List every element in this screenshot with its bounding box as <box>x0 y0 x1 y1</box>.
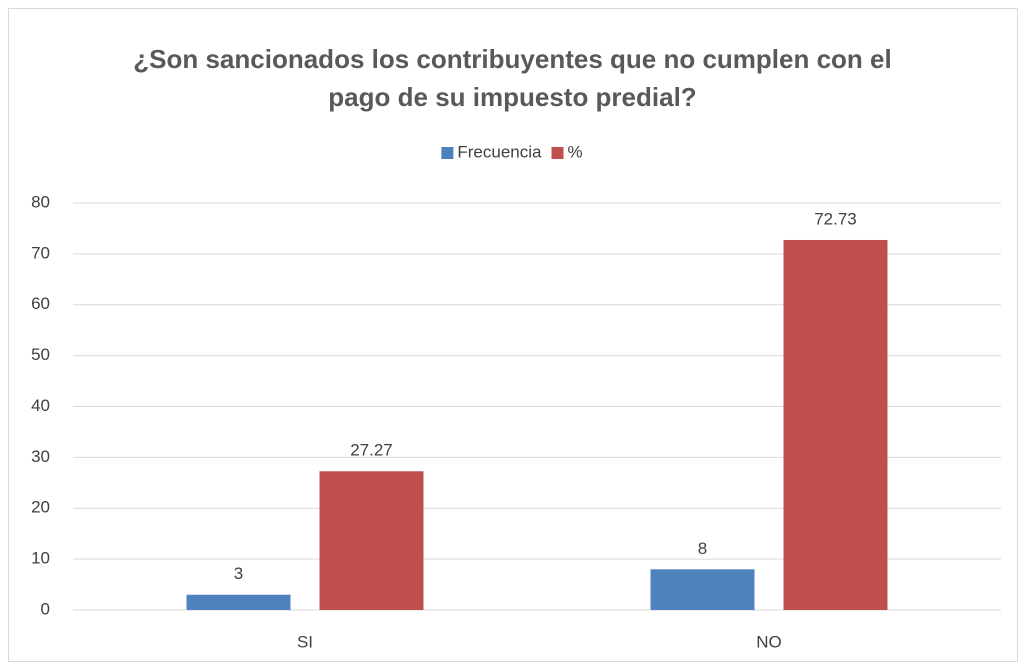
legend-swatch <box>551 147 564 159</box>
y-tick-label: 50 <box>31 345 50 364</box>
legend-label: Frecuencia <box>457 142 542 161</box>
legend-label: % <box>567 142 582 161</box>
y-tick-label: 60 <box>31 294 50 313</box>
y-tick-label: 80 <box>31 192 50 211</box>
data-label: 3 <box>234 564 243 583</box>
data-label: 72.73 <box>814 209 857 228</box>
legend-swatch <box>441 147 454 159</box>
x-tick-label: SI <box>297 632 313 651</box>
bar <box>783 239 888 610</box>
x-tick-label: NO <box>756 632 782 651</box>
y-tick-label: 70 <box>31 243 50 262</box>
chart-title: ¿Son sancionados los contribuyentes que … <box>133 44 892 112</box>
y-tick-label: 40 <box>31 396 50 415</box>
bar <box>319 471 424 610</box>
bar <box>650 569 755 610</box>
y-tick-label: 10 <box>31 549 50 568</box>
y-tick-label: 0 <box>41 599 50 618</box>
data-label: 27.27 <box>350 441 393 460</box>
y-tick-label: 30 <box>31 447 50 466</box>
data-label: 8 <box>698 539 707 558</box>
bar <box>186 594 291 610</box>
y-tick-label: 20 <box>31 498 50 517</box>
